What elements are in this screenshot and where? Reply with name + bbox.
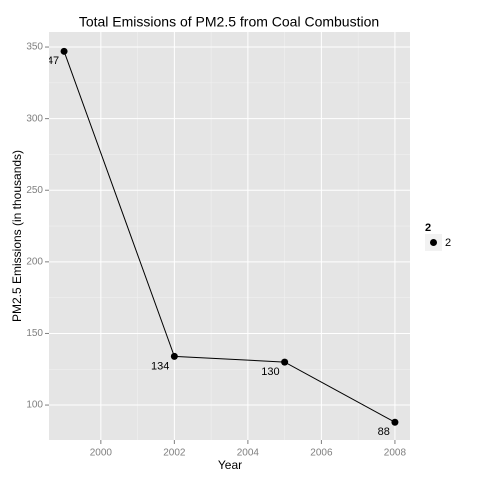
data-label: 134 [151, 360, 169, 372]
point [170, 352, 178, 360]
x-tick-label: 2002 [163, 448, 186, 459]
panel [49, 32, 410, 440]
y-tick-label: 350 [26, 42, 43, 53]
legend-label: 2 [445, 237, 451, 249]
y-tick-label: 150 [26, 328, 43, 339]
data-label: 130 [261, 366, 279, 378]
data-label: 88 [378, 426, 390, 438]
y-tick-label: 300 [26, 113, 43, 124]
data-label: 347 [41, 55, 59, 67]
y-tick-label: 100 [26, 400, 43, 411]
point [391, 418, 399, 426]
line [63, 51, 396, 423]
point [281, 358, 289, 366]
legend-marker [430, 239, 437, 246]
chart-title: Total Emissions of PM2.5 from Coal Combu… [79, 14, 379, 30]
x-tick-label: 2006 [310, 448, 333, 459]
point [60, 47, 68, 55]
x-axis-label: Year [218, 458, 242, 472]
x-tick-label: 2008 [384, 448, 407, 459]
y-tick-label: 250 [26, 185, 43, 196]
y-axis-label: PM2.5 Emissions (in thousands) [10, 150, 24, 322]
x-tick-label: 2004 [237, 448, 260, 459]
x-tick-label: 2000 [90, 448, 113, 459]
legend-title: 2 [425, 222, 431, 234]
y-tick-label: 200 [26, 256, 43, 267]
